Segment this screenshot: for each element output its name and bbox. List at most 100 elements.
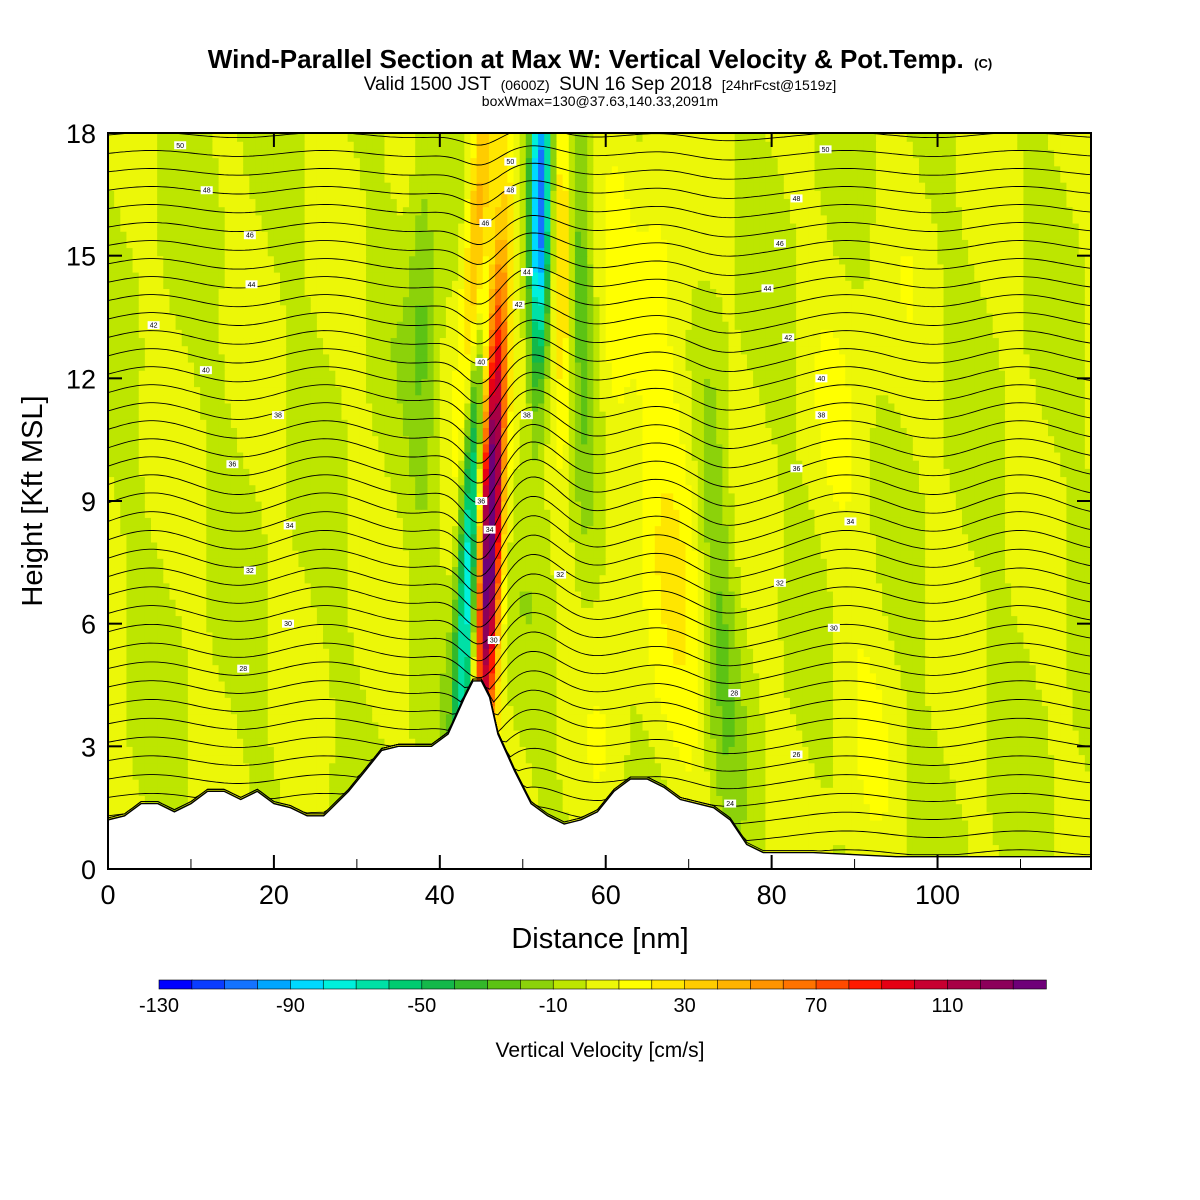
heatmap-cell — [673, 746, 680, 756]
heatmap-cell — [789, 631, 797, 641]
heatmap-cell — [1078, 770, 1086, 780]
heatmap-cell — [832, 631, 840, 641]
heatmap-cell — [986, 672, 994, 682]
heatmap-cell — [1029, 623, 1037, 633]
heatmap-cell — [587, 721, 594, 731]
heatmap-cell — [501, 615, 508, 625]
heatmap-cell — [212, 729, 220, 739]
heatmap-cell — [931, 828, 938, 837]
heatmap-cell — [114, 623, 121, 633]
heatmap-cell — [501, 689, 508, 698]
heatmap-cell — [1035, 844, 1043, 854]
heatmap-cell — [273, 648, 281, 657]
heatmap-cell — [206, 664, 214, 674]
heatmap-cell — [218, 689, 226, 698]
heatmap-cell — [507, 705, 515, 715]
heatmap-cell — [777, 631, 785, 641]
heatmap-cell — [1029, 819, 1037, 829]
heatmap-cell — [968, 844, 975, 854]
heatmap-cell — [1041, 770, 1049, 780]
heatmap-cell — [181, 762, 189, 772]
heatmap-cell — [765, 705, 773, 715]
heatmap-cell — [746, 811, 754, 821]
heatmap-cell — [200, 689, 207, 698]
heatmap-cell — [230, 615, 238, 625]
heatmap-cell — [802, 836, 809, 846]
heatmap-cell — [353, 623, 361, 633]
heatmap-cell — [439, 656, 447, 666]
heatmap-cell — [636, 640, 644, 649]
heatmap-cell — [968, 738, 975, 747]
heatmap-cell — [740, 787, 748, 796]
heatmap-cell — [108, 664, 115, 674]
heatmap-cell — [200, 787, 207, 796]
heatmap-cell — [875, 631, 883, 641]
heatmap-cell — [839, 697, 846, 707]
heatmap-cell — [845, 770, 852, 780]
heatmap-cell — [1004, 648, 1012, 657]
heatmap-cell — [206, 640, 214, 649]
heatmap-cell — [329, 770, 336, 780]
heatmap-cell — [673, 656, 680, 666]
heatmap-cell — [722, 615, 730, 625]
heatmap-cell — [599, 746, 607, 756]
heatmap-cell — [538, 615, 545, 625]
heatmap-cell — [832, 803, 840, 813]
heatmap-cell — [384, 664, 392, 674]
heatmap-cell — [630, 754, 637, 764]
heatmap-cell — [243, 672, 250, 682]
heatmap-cell — [648, 770, 656, 780]
heatmap-cell — [753, 828, 760, 837]
heatmap-cell — [335, 787, 343, 796]
heatmap-cell — [568, 746, 576, 756]
heatmap-cell — [746, 672, 754, 682]
heatmap-cell — [519, 648, 527, 657]
heatmap-cell — [765, 754, 773, 764]
heatmap-cell — [323, 721, 330, 731]
heatmap-cell — [986, 754, 994, 764]
heatmap-cell — [968, 631, 975, 641]
heatmap-cell — [679, 787, 687, 796]
heatmap-cell — [482, 648, 490, 657]
heatmap-cell — [826, 819, 834, 829]
heatmap-cell — [1047, 762, 1055, 772]
heatmap-cell — [353, 640, 361, 649]
heatmap-cell — [943, 787, 951, 796]
heatmap-cell — [421, 615, 429, 625]
heatmap-cell — [1004, 705, 1012, 715]
heatmap-cell — [617, 623, 625, 633]
heatmap-cell — [691, 754, 699, 764]
heatmap-cell — [298, 664, 306, 674]
heatmap-cell — [359, 672, 367, 682]
heatmap-cell — [163, 648, 171, 657]
heatmap-cell — [507, 754, 515, 764]
heatmap-cell — [722, 656, 730, 666]
heatmap-cell — [875, 779, 883, 788]
heatmap-cell — [796, 705, 803, 715]
heatmap-cell — [796, 656, 803, 666]
heatmap-cell — [267, 640, 275, 649]
heatmap-cell — [777, 811, 785, 821]
heatmap-cell — [1060, 631, 1068, 641]
heatmap-cell — [249, 648, 257, 657]
heatmap-cell — [581, 689, 588, 698]
heatmap-cell — [359, 721, 367, 731]
heatmap-cell — [759, 713, 766, 723]
heatmap-cell — [814, 631, 822, 641]
heatmap-cell — [888, 631, 895, 641]
heatmap-cell — [108, 631, 115, 641]
heatmap-cell — [630, 615, 637, 625]
heatmap-cell — [1060, 713, 1068, 723]
heatmap-cell — [814, 746, 822, 756]
heatmap-cell — [599, 631, 607, 641]
heatmap-cell — [544, 779, 551, 788]
heatmap-cell — [286, 664, 293, 674]
heatmap-cell — [181, 672, 189, 682]
heatmap-cell — [329, 754, 336, 764]
heatmap-cell — [562, 795, 570, 805]
heatmap-cell — [323, 640, 330, 649]
heatmap-cell — [237, 713, 244, 723]
heatmap-cell — [605, 721, 613, 731]
heatmap-cell — [974, 803, 982, 813]
heatmap-cell — [1054, 705, 1061, 715]
